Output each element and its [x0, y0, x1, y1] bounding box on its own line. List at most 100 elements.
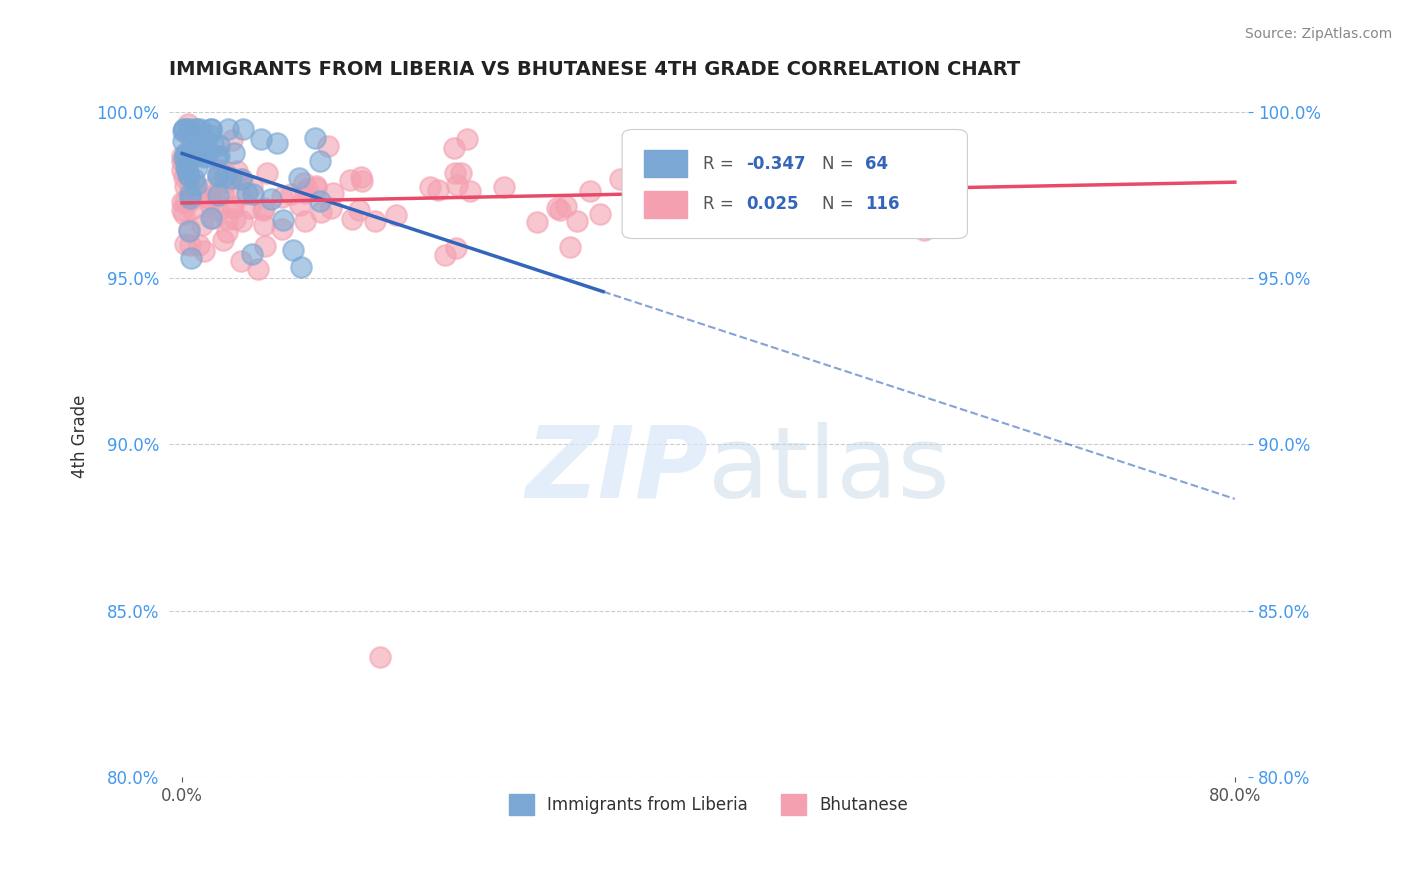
Bhutanese: [342, 211, 364, 226]
Text: atlas: atlas: [709, 422, 950, 519]
Immigrants from Liberia: [214, 169, 236, 184]
Immigrants from Liberia: [177, 121, 200, 136]
Bhutanese: [221, 199, 243, 213]
Immigrants from Liberia: [207, 149, 229, 163]
Bhutanese: [793, 146, 815, 161]
Immigrants from Liberia: [229, 172, 252, 186]
Immigrants from Liberia: [250, 131, 273, 145]
Bhutanese: [211, 187, 233, 202]
Legend: Immigrants from Liberia, Bhutanese: Immigrants from Liberia, Bhutanese: [501, 786, 917, 823]
Bhutanese: [218, 172, 240, 186]
Immigrants from Liberia: [271, 212, 294, 227]
Bhutanese: [704, 175, 727, 189]
Text: IMMIGRANTS FROM LIBERIA VS BHUTANESE 4TH GRADE CORRELATION CHART: IMMIGRANTS FROM LIBERIA VS BHUTANESE 4TH…: [169, 60, 1021, 78]
Bhutanese: [759, 154, 782, 169]
Immigrants from Liberia: [304, 131, 326, 145]
Immigrants from Liberia: [290, 260, 312, 275]
Immigrants from Liberia: [193, 150, 215, 164]
Bhutanese: [565, 214, 588, 228]
Bhutanese: [247, 261, 270, 276]
Immigrants from Liberia: [179, 191, 201, 205]
Bhutanese: [252, 202, 274, 217]
Immigrants from Liberia: [177, 169, 200, 183]
Immigrants from Liberia: [200, 121, 222, 136]
Bhutanese: [172, 149, 194, 163]
Text: 116: 116: [865, 195, 900, 213]
Bhutanese: [444, 166, 467, 180]
Text: Source: ZipAtlas.com: Source: ZipAtlas.com: [1244, 27, 1392, 41]
Immigrants from Liberia: [207, 169, 229, 183]
Bhutanese: [191, 218, 214, 232]
Bhutanese: [349, 203, 371, 218]
Immigrants from Liberia: [179, 130, 201, 145]
Bhutanese: [294, 186, 316, 200]
Bhutanese: [172, 202, 194, 217]
Text: R =: R =: [703, 154, 740, 172]
Bhutanese: [271, 190, 294, 204]
Bhutanese: [215, 225, 238, 239]
Bhutanese: [912, 223, 935, 237]
Bhutanese: [177, 155, 200, 169]
Immigrants from Liberia: [240, 246, 263, 260]
Immigrants from Liberia: [281, 243, 304, 257]
Immigrants from Liberia: [187, 136, 209, 151]
Immigrants from Liberia: [198, 128, 221, 142]
Bhutanese: [183, 178, 205, 192]
Bhutanese: [756, 172, 779, 186]
Bhutanese: [177, 169, 200, 184]
Immigrants from Liberia: [179, 224, 201, 238]
Bhutanese: [548, 202, 571, 217]
Immigrants from Liberia: [208, 149, 231, 163]
Immigrants from Liberia: [219, 170, 242, 185]
Immigrants from Liberia: [232, 121, 254, 136]
Bhutanese: [172, 195, 194, 210]
Bhutanese: [221, 133, 243, 147]
Immigrants from Liberia: [207, 167, 229, 181]
Bhutanese: [697, 176, 720, 190]
Immigrants from Liberia: [186, 121, 208, 136]
Immigrants from Liberia: [177, 167, 200, 181]
Bhutanese: [294, 213, 316, 227]
Bhutanese: [224, 212, 246, 227]
Immigrants from Liberia: [186, 161, 208, 175]
FancyBboxPatch shape: [621, 129, 967, 238]
Immigrants from Liberia: [208, 138, 231, 153]
Immigrants from Liberia: [184, 121, 207, 136]
Text: N =: N =: [821, 195, 859, 213]
Immigrants from Liberia: [266, 136, 288, 151]
Bhutanese: [716, 142, 738, 156]
Bhutanese: [292, 176, 315, 190]
Bhutanese: [201, 180, 224, 194]
Bhutanese: [305, 178, 328, 193]
Bhutanese: [229, 188, 252, 202]
Bhutanese: [419, 179, 441, 194]
Immigrants from Liberia: [188, 146, 211, 161]
Bhutanese: [458, 184, 481, 198]
Bhutanese: [183, 128, 205, 142]
Text: ZIP: ZIP: [526, 422, 709, 519]
Text: N =: N =: [821, 154, 859, 172]
Text: 0.025: 0.025: [747, 195, 799, 213]
Bhutanese: [254, 238, 277, 252]
Immigrants from Liberia: [200, 211, 222, 225]
Bhutanese: [172, 163, 194, 178]
Immigrants from Liberia: [200, 121, 222, 136]
Immigrants from Liberia: [194, 134, 217, 148]
Bhutanese: [172, 154, 194, 169]
Bhutanese: [193, 244, 215, 259]
Bhutanese: [339, 173, 361, 187]
Immigrants from Liberia: [186, 178, 208, 192]
Bhutanese: [200, 194, 222, 208]
Immigrants from Liberia: [207, 187, 229, 202]
Bhutanese: [253, 201, 276, 215]
Bhutanese: [212, 164, 235, 178]
Bar: [644, 191, 688, 218]
Immigrants from Liberia: [173, 121, 195, 136]
Immigrants from Liberia: [176, 162, 198, 177]
Bhutanese: [231, 171, 253, 186]
Bhutanese: [174, 178, 197, 193]
Bhutanese: [704, 179, 727, 194]
Bhutanese: [173, 207, 195, 221]
Bhutanese: [364, 213, 387, 227]
Bhutanese: [526, 215, 548, 229]
